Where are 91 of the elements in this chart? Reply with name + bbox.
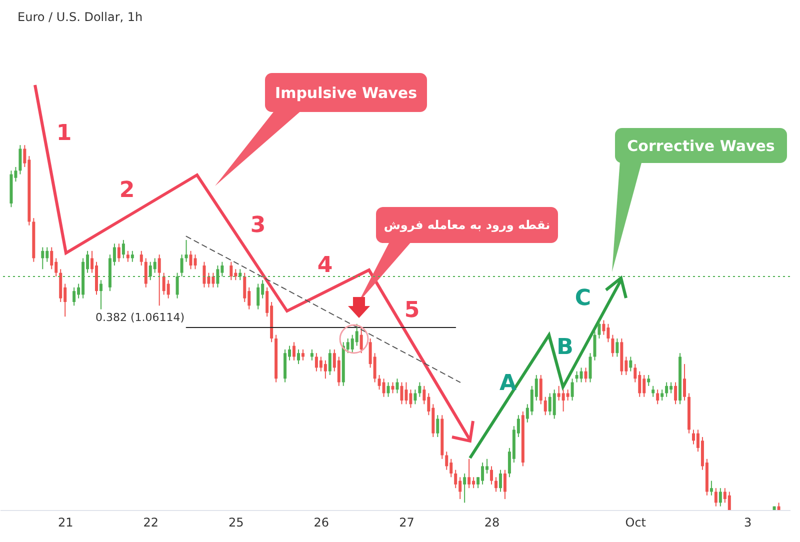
x-tick-label: 22 <box>143 516 159 530</box>
x-tick-label: 26 <box>314 516 330 530</box>
candlestick <box>382 378 386 398</box>
candlestick <box>414 389 417 405</box>
candlestick <box>144 258 148 288</box>
candlestick <box>710 480 713 496</box>
annotation: 3 <box>250 213 266 238</box>
candlestick <box>140 250 143 266</box>
candlestick <box>498 469 502 492</box>
candlestick <box>552 389 556 420</box>
candlestick <box>126 250 130 262</box>
candlestick <box>296 348 300 365</box>
candlestick <box>243 272 246 303</box>
x-tick-label: 27 <box>399 516 414 530</box>
candlestick <box>396 378 399 394</box>
candlestick <box>202 261 206 288</box>
candlestick <box>18 144 22 175</box>
candlestick <box>256 283 260 310</box>
annotation: B <box>556 335 574 360</box>
candlestick <box>158 254 161 306</box>
candlestick <box>660 389 664 402</box>
annotation: 4 <box>317 253 333 278</box>
candlestick <box>468 458 471 489</box>
candlestick <box>184 239 188 262</box>
candlestick <box>122 239 125 259</box>
candlestick <box>602 320 606 336</box>
annotation: Corrective Waves <box>627 137 775 155</box>
x-tick-label: 3 <box>744 516 752 530</box>
candlestick <box>683 364 686 402</box>
candlestick <box>570 378 574 402</box>
candlestick <box>665 382 668 398</box>
candlestick <box>301 348 304 361</box>
candlestick <box>50 246 54 270</box>
candlestick <box>153 258 156 274</box>
candlestick <box>99 280 102 310</box>
candlestick <box>674 382 678 405</box>
candlestick <box>494 476 498 492</box>
candlestick <box>566 389 570 402</box>
candlestick <box>598 320 601 339</box>
annotation: نقطه ورود به معامله فروش <box>384 218 550 232</box>
candlestick <box>130 250 134 262</box>
annotation: 1 <box>56 121 72 146</box>
candlestick <box>652 385 655 398</box>
candlestick <box>72 286 76 306</box>
x-tick-label: 21 <box>58 516 74 530</box>
candlestick <box>328 348 332 376</box>
annotation: 2 <box>119 178 135 203</box>
candlestick <box>656 389 660 405</box>
candlestick <box>310 348 314 361</box>
candlestick <box>593 330 596 361</box>
candlestick <box>292 342 296 361</box>
candlestick <box>324 360 327 380</box>
candlestick <box>355 323 358 346</box>
candlestick <box>436 414 440 438</box>
candlestick <box>445 451 448 470</box>
candlestick <box>490 466 494 485</box>
candlestick <box>230 261 233 281</box>
candlestick <box>391 382 394 394</box>
candlestick <box>166 280 170 299</box>
annotation: C <box>574 286 592 311</box>
text: Impulsive Waves <box>274 84 418 102</box>
annotation: A <box>499 371 517 396</box>
candlestick <box>503 469 506 500</box>
candlestick <box>454 469 458 489</box>
candlestick <box>588 352 592 383</box>
candlestick <box>611 334 614 358</box>
candlestick <box>580 367 583 383</box>
candlestick <box>400 382 404 405</box>
x-tick-label: Oct <box>625 516 646 530</box>
chart-title: Euro / U.S. Dollar, 1h <box>18 10 143 24</box>
candlestick <box>463 473 466 504</box>
candlestick <box>41 246 44 270</box>
candlestick <box>386 382 390 398</box>
candlestick <box>728 491 731 510</box>
candlestick <box>647 374 650 386</box>
candlestick <box>584 367 588 383</box>
candlestick <box>544 396 547 416</box>
candlestick <box>539 374 542 405</box>
annotation: 0.382 (1.06114) <box>95 311 185 324</box>
x-tick-label: 25 <box>228 516 244 530</box>
candlestick <box>117 243 120 262</box>
candlestick <box>194 254 197 270</box>
candlestick <box>718 488 722 507</box>
candlestick <box>337 356 340 386</box>
candlestick <box>714 488 718 507</box>
candlestick <box>629 356 632 372</box>
annotation: 5 <box>404 298 420 323</box>
candlestick <box>616 338 619 358</box>
candlestick <box>418 382 422 398</box>
candlestick <box>360 327 363 354</box>
x-tick-label: 28 <box>484 516 500 530</box>
